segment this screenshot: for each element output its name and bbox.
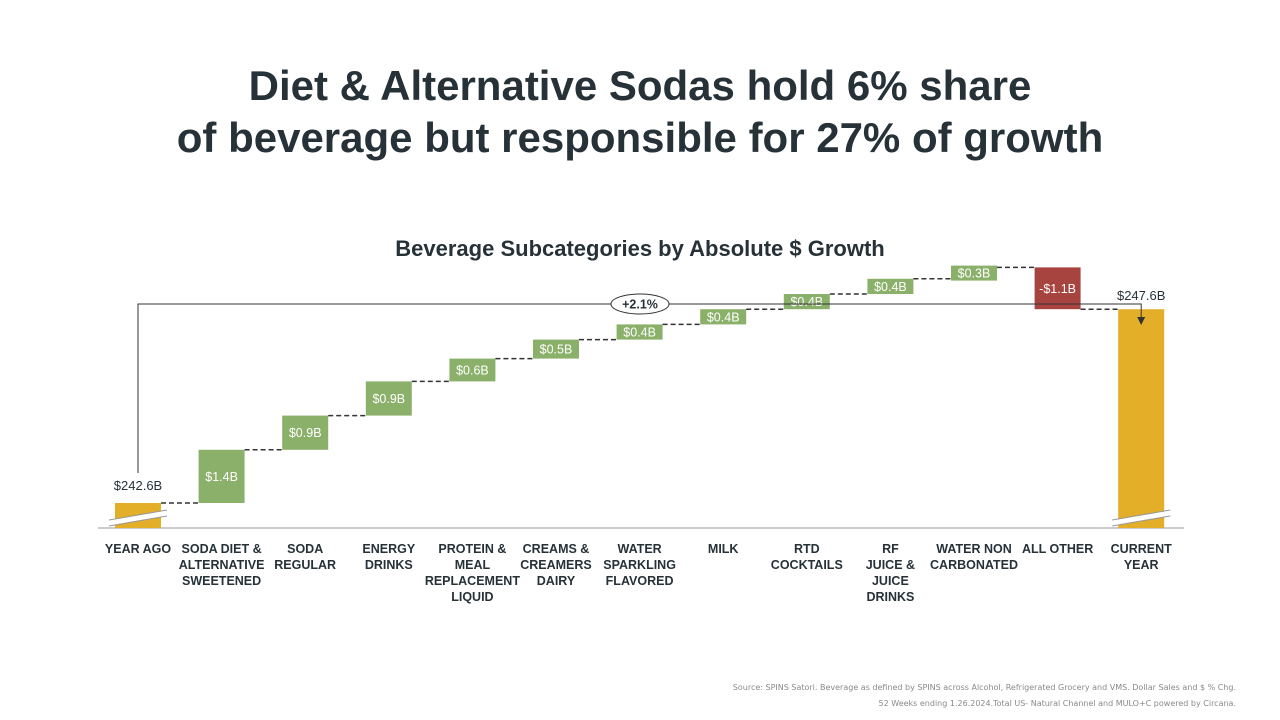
bar-step xyxy=(449,358,496,382)
value-label-step: $1.4B xyxy=(205,470,238,484)
category-label-line: SWEETENED xyxy=(182,574,261,588)
source-line-1: Source: SPINS Satori. Beverage as define… xyxy=(732,683,1236,692)
bar-step xyxy=(1034,267,1081,310)
category-label-line: ALL OTHER xyxy=(1022,542,1093,556)
category-label-line: DRINKS xyxy=(365,558,413,572)
category-label: RTD COCKTAILS xyxy=(771,542,843,572)
value-label-step: $0.9B xyxy=(289,426,322,440)
change-annotation: +2.1% xyxy=(622,298,658,312)
bar-step xyxy=(616,324,663,340)
value-label-step: $0.4B xyxy=(623,326,656,340)
value-label-step: $0.4B xyxy=(707,310,740,324)
value-label-year-ago: $242.6B xyxy=(114,478,162,493)
source-note: Source: SPINS Satori. Beverage as define… xyxy=(733,680,1236,712)
bar-step xyxy=(783,294,830,310)
category-label-line: CREAMS & xyxy=(523,542,590,556)
axis-break-mark-end xyxy=(1111,510,1171,526)
headline-line-2: of beverage but responsible for 27% of g… xyxy=(176,114,1104,161)
category-label-line: FLAVORED xyxy=(606,574,674,588)
category-label-line: RTD xyxy=(794,542,820,556)
value-label-step: $0.6B xyxy=(456,364,489,378)
bar-current-year xyxy=(1118,309,1165,528)
value-label-step: $0.4B xyxy=(874,280,907,294)
category-label: SODA DIET & ALTERNATIVE SWEETENED xyxy=(179,542,265,588)
value-label-current-year: $247.6B xyxy=(1117,288,1165,303)
change-arrow-head xyxy=(1137,317,1146,325)
headline: Diet & Alternative Sodas hold 6% share o… xyxy=(0,60,1280,164)
category-label-line: DRINKS xyxy=(866,590,914,604)
category-label: CURRENT YEAR xyxy=(1111,542,1172,572)
category-label-line: YEAR xyxy=(1124,558,1159,572)
category-label: MILK xyxy=(708,542,739,556)
axis-break-line-start-b xyxy=(108,515,168,527)
category-label-line: WATER xyxy=(617,542,661,556)
axis-break-mark-start xyxy=(108,510,168,526)
category-label-line: ALTERNATIVE xyxy=(179,558,265,572)
category-label-line: MILK xyxy=(708,542,739,556)
category-label-line: MEAL xyxy=(455,558,491,572)
value-label-step: -$1.1B xyxy=(1039,282,1076,296)
chart-title: Beverage Subcategories by Absolute $ Gro… xyxy=(395,236,884,261)
category-label-line: REPLACEMENT xyxy=(425,574,521,588)
value-label-step: $0.5B xyxy=(540,343,573,357)
category-label-line: ENERGY xyxy=(362,542,415,556)
category-label: SODA REGULAR xyxy=(274,542,336,572)
bar-step xyxy=(867,278,914,294)
bar-step xyxy=(700,309,747,325)
category-label-line: SPARKLING xyxy=(603,558,676,572)
category-label-line: JUICE & xyxy=(866,558,915,572)
category-label: YEAR AGO xyxy=(105,542,171,556)
category-label-line: CARBONATED xyxy=(930,558,1018,572)
category-label-line: WATER NON xyxy=(936,542,1011,556)
category-label-line: RF xyxy=(882,542,899,556)
category-label-line: DAIRY xyxy=(537,574,576,588)
axis-break-line-start-a xyxy=(108,509,168,521)
value-label-step: $0.3B xyxy=(958,267,991,281)
category-label-line: YEAR AGO xyxy=(105,542,171,556)
change-badge xyxy=(610,293,670,315)
axis-break-line-end-a xyxy=(1112,509,1171,521)
category-label: WATER SPARKLING FLAVORED xyxy=(603,542,676,588)
category-label-line: CREAMERS xyxy=(520,558,592,572)
category-label: CREAMS & CREAMERS DAIRY xyxy=(520,542,592,588)
category-label-line: LIQUID xyxy=(451,590,493,604)
bar-step xyxy=(282,415,329,450)
category-label: ALL OTHER xyxy=(1022,542,1093,556)
category-label: WATER NON CARBONATED xyxy=(930,542,1018,572)
bar-step xyxy=(951,265,997,281)
category-label-line: REGULAR xyxy=(274,558,336,572)
value-label-step: $0.4B xyxy=(790,295,823,309)
category-label: ENERGY DRINKS xyxy=(362,542,415,572)
axis-break-line-end-b xyxy=(1112,515,1171,527)
category-label-line: SODA xyxy=(287,542,323,556)
bar-step xyxy=(198,449,245,503)
category-label: PROTEIN & MEAL REPLACEMENT LIQUID xyxy=(425,542,521,604)
bar-step xyxy=(365,381,412,416)
category-label: RF JUICE & JUICE DRINKS xyxy=(866,542,915,604)
category-label-line: COCKTAILS xyxy=(771,558,843,572)
source-line-2: 52 Weeks ending 1.26.2024.Total US- Natu… xyxy=(878,699,1236,708)
waterfall-chart: Beverage Subcategories by Absolute $ Gro… xyxy=(98,236,1184,604)
category-label-line: JUICE xyxy=(872,574,909,588)
value-label-step: $0.9B xyxy=(372,392,405,406)
category-label-line: CURRENT xyxy=(1111,542,1172,556)
category-label-line: PROTEIN & xyxy=(438,542,506,556)
headline-line-1: Diet & Alternative Sodas hold 6% share xyxy=(248,62,1032,109)
category-label-line: SODA DIET & xyxy=(182,542,262,556)
bar-step xyxy=(533,339,579,359)
